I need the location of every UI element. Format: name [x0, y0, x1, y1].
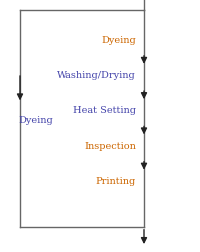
Text: Dyeing: Dyeing [101, 36, 136, 45]
Text: Printing: Printing [96, 177, 136, 186]
Text: Washing/Drying: Washing/Drying [57, 71, 136, 80]
Text: Heat Setting: Heat Setting [73, 106, 136, 115]
Text: Dyeing: Dyeing [18, 116, 53, 125]
Text: Inspection: Inspection [84, 142, 136, 151]
